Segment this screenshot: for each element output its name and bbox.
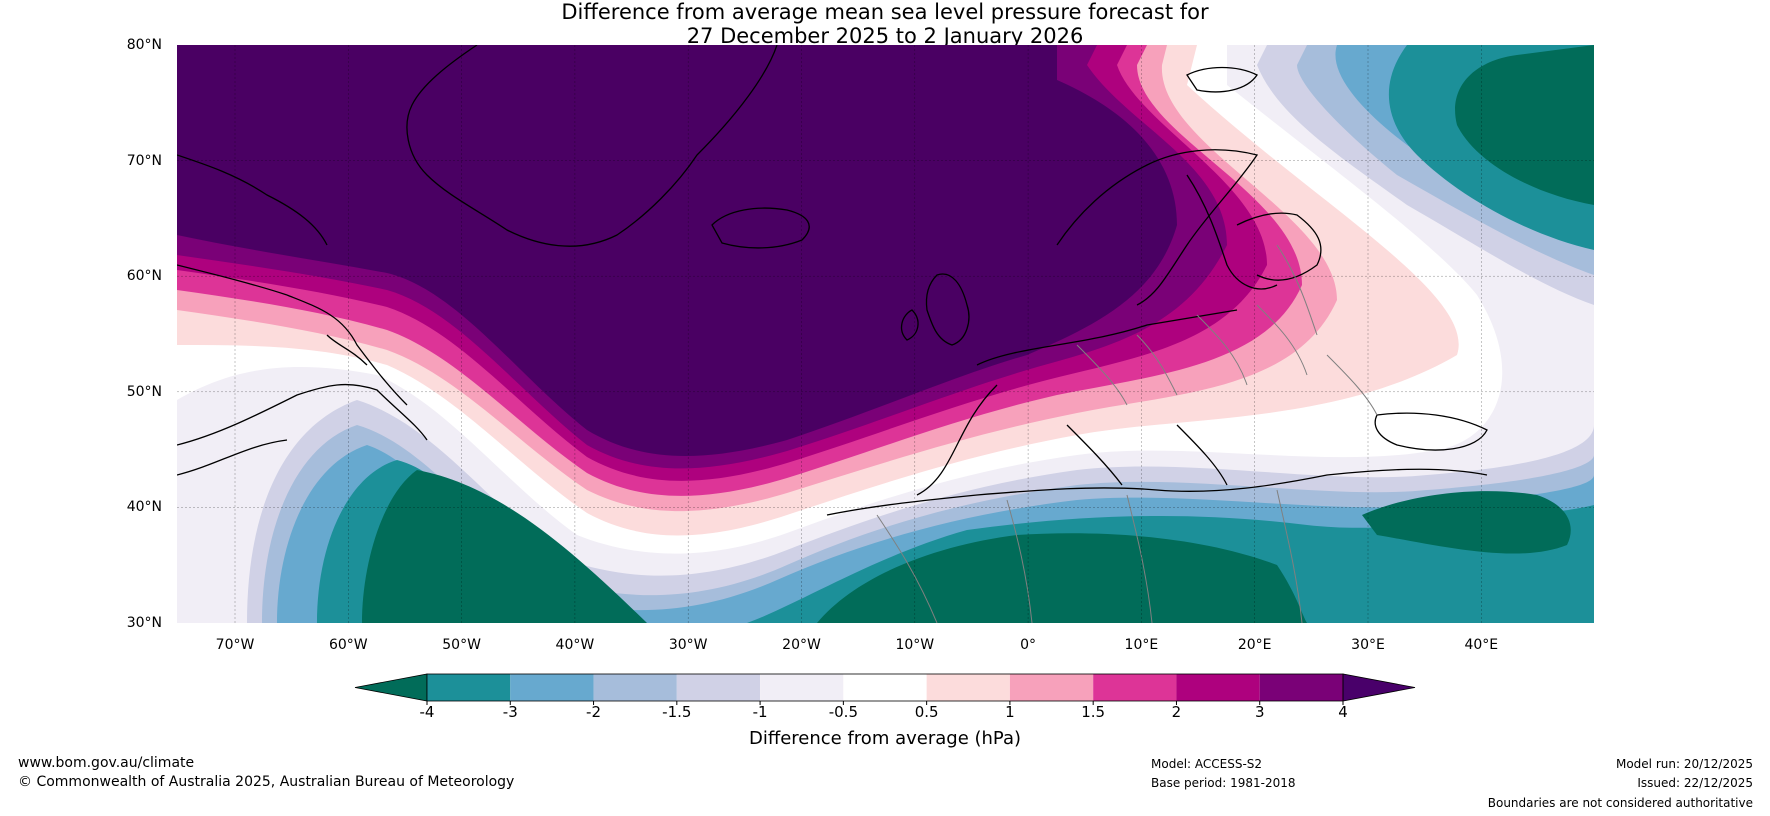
greenland-coastline <box>406 45 778 247</box>
longitude-label: 70°W <box>215 637 255 653</box>
colorbar-swatch <box>593 674 677 701</box>
pressure-anomaly-map <box>177 45 1594 623</box>
model-run-text: Model run: 20/12/2025 <box>1615 757 1753 771</box>
title-line-1: Difference from average mean sea level p… <box>561 0 1209 24</box>
european-coastline <box>916 309 1238 496</box>
latitude-label: 30°N <box>126 615 162 631</box>
colorbar-swatch <box>760 674 844 701</box>
issued-text: Issued: 22/12/2025 <box>1637 776 1753 790</box>
colorbar-tick-label: 0.5 <box>914 703 939 721</box>
latitude-label: 40°N <box>126 499 162 516</box>
longitude-label: 30°E <box>1351 637 1385 653</box>
longitude-label: 10°W <box>895 637 935 653</box>
colorbar-tick-label: 1.5 <box>1081 703 1106 721</box>
colorbar-label: Difference from average (hPa) <box>748 728 1022 749</box>
longitude-label: 30°W <box>668 637 708 653</box>
longitude-label: 0° <box>1020 637 1037 653</box>
model-text: Model: ACCESS-S2 <box>1151 757 1263 771</box>
colorbar-outline <box>426 673 1344 702</box>
colorbar-swatch <box>427 674 511 701</box>
latitude-label: 70°N <box>126 152 162 169</box>
canadian-arctic-coastline <box>177 154 328 296</box>
baltic-coastline <box>1236 212 1322 281</box>
svalbard-coastline <box>1186 66 1258 93</box>
mediterranean-coastline <box>826 424 1488 516</box>
anomaly-contour-bands <box>177 45 1594 623</box>
labrador-coastline <box>286 294 408 406</box>
africa-borders <box>876 489 1303 623</box>
colorbar-tick-label: -2 <box>586 703 602 721</box>
longitude-label: 10°E <box>1124 637 1159 653</box>
colorbar-tick-label: -1.5 <box>662 703 692 721</box>
colorbar-tick-label: 1 <box>1005 703 1015 721</box>
latitude-label: 60°N <box>126 268 162 285</box>
base-period-text: Base period: 1981-2018 <box>1151 776 1296 790</box>
colorbar-swatch <box>510 674 594 701</box>
country-boundaries <box>876 244 1378 623</box>
colorbar-swatch <box>1093 674 1177 701</box>
colorbar-tick-label: -0.5 <box>828 703 858 721</box>
band-below-neg4 <box>362 45 1594 623</box>
title-line-2: 27 December 2025 to 2 January 2026 <box>686 24 1084 48</box>
colorbar-swatch <box>843 674 927 701</box>
colorbar-swatch <box>1009 674 1094 701</box>
copyright-text: © Commonwealth of Australia 2025, Austra… <box>18 774 515 790</box>
colorbar-swatch <box>676 674 761 701</box>
scandinavia-coastline <box>1056 149 1278 306</box>
british-isles-coastline <box>900 273 970 346</box>
latitude-label: 80°N <box>126 37 162 53</box>
website-text: www.bom.gov.au/climate <box>18 755 195 771</box>
black-sea-coastline <box>1374 412 1488 451</box>
colorbar-tick-label: -4 <box>419 703 435 721</box>
colorbar-tick-label: 3 <box>1254 703 1265 721</box>
coastlines <box>177 45 1488 516</box>
iceland-coastline <box>711 207 810 249</box>
colorbar-tick-label: -1 <box>752 703 768 721</box>
colorbar-tick-label: -3 <box>502 703 518 721</box>
colorbar-extend-high <box>1342 673 1416 702</box>
colorbar-tick-label: 4 <box>1338 703 1348 721</box>
longitude-label: 60°W <box>328 637 368 653</box>
colorbar-tick-label: 2 <box>1171 703 1182 721</box>
graticule-lines <box>177 45 1594 623</box>
band-neg1.5-to-neg1 <box>247 45 1594 623</box>
longitude-label: 20°W <box>782 637 821 653</box>
longitude-label: 40°E <box>1464 637 1499 653</box>
colorbar-swatch <box>926 674 1010 701</box>
disclaimer-text: Boundaries are not considered authoritat… <box>1487 796 1753 810</box>
colorbar-swatch <box>1259 674 1343 701</box>
colorbar-extend-low <box>354 673 428 702</box>
longitude-label: 50°W <box>442 637 481 653</box>
chart-title: Difference from average mean sea level p… <box>0 0 1770 48</box>
europe-borders <box>1076 244 1378 416</box>
colorbar-swatch <box>1176 674 1260 701</box>
longitude-label: 20°E <box>1237 637 1272 653</box>
north-america-east-coastline <box>177 383 428 476</box>
longitude-label: 40°W <box>555 637 595 653</box>
latitude-label: 50°N <box>126 383 162 400</box>
map-canvas <box>177 45 1594 623</box>
